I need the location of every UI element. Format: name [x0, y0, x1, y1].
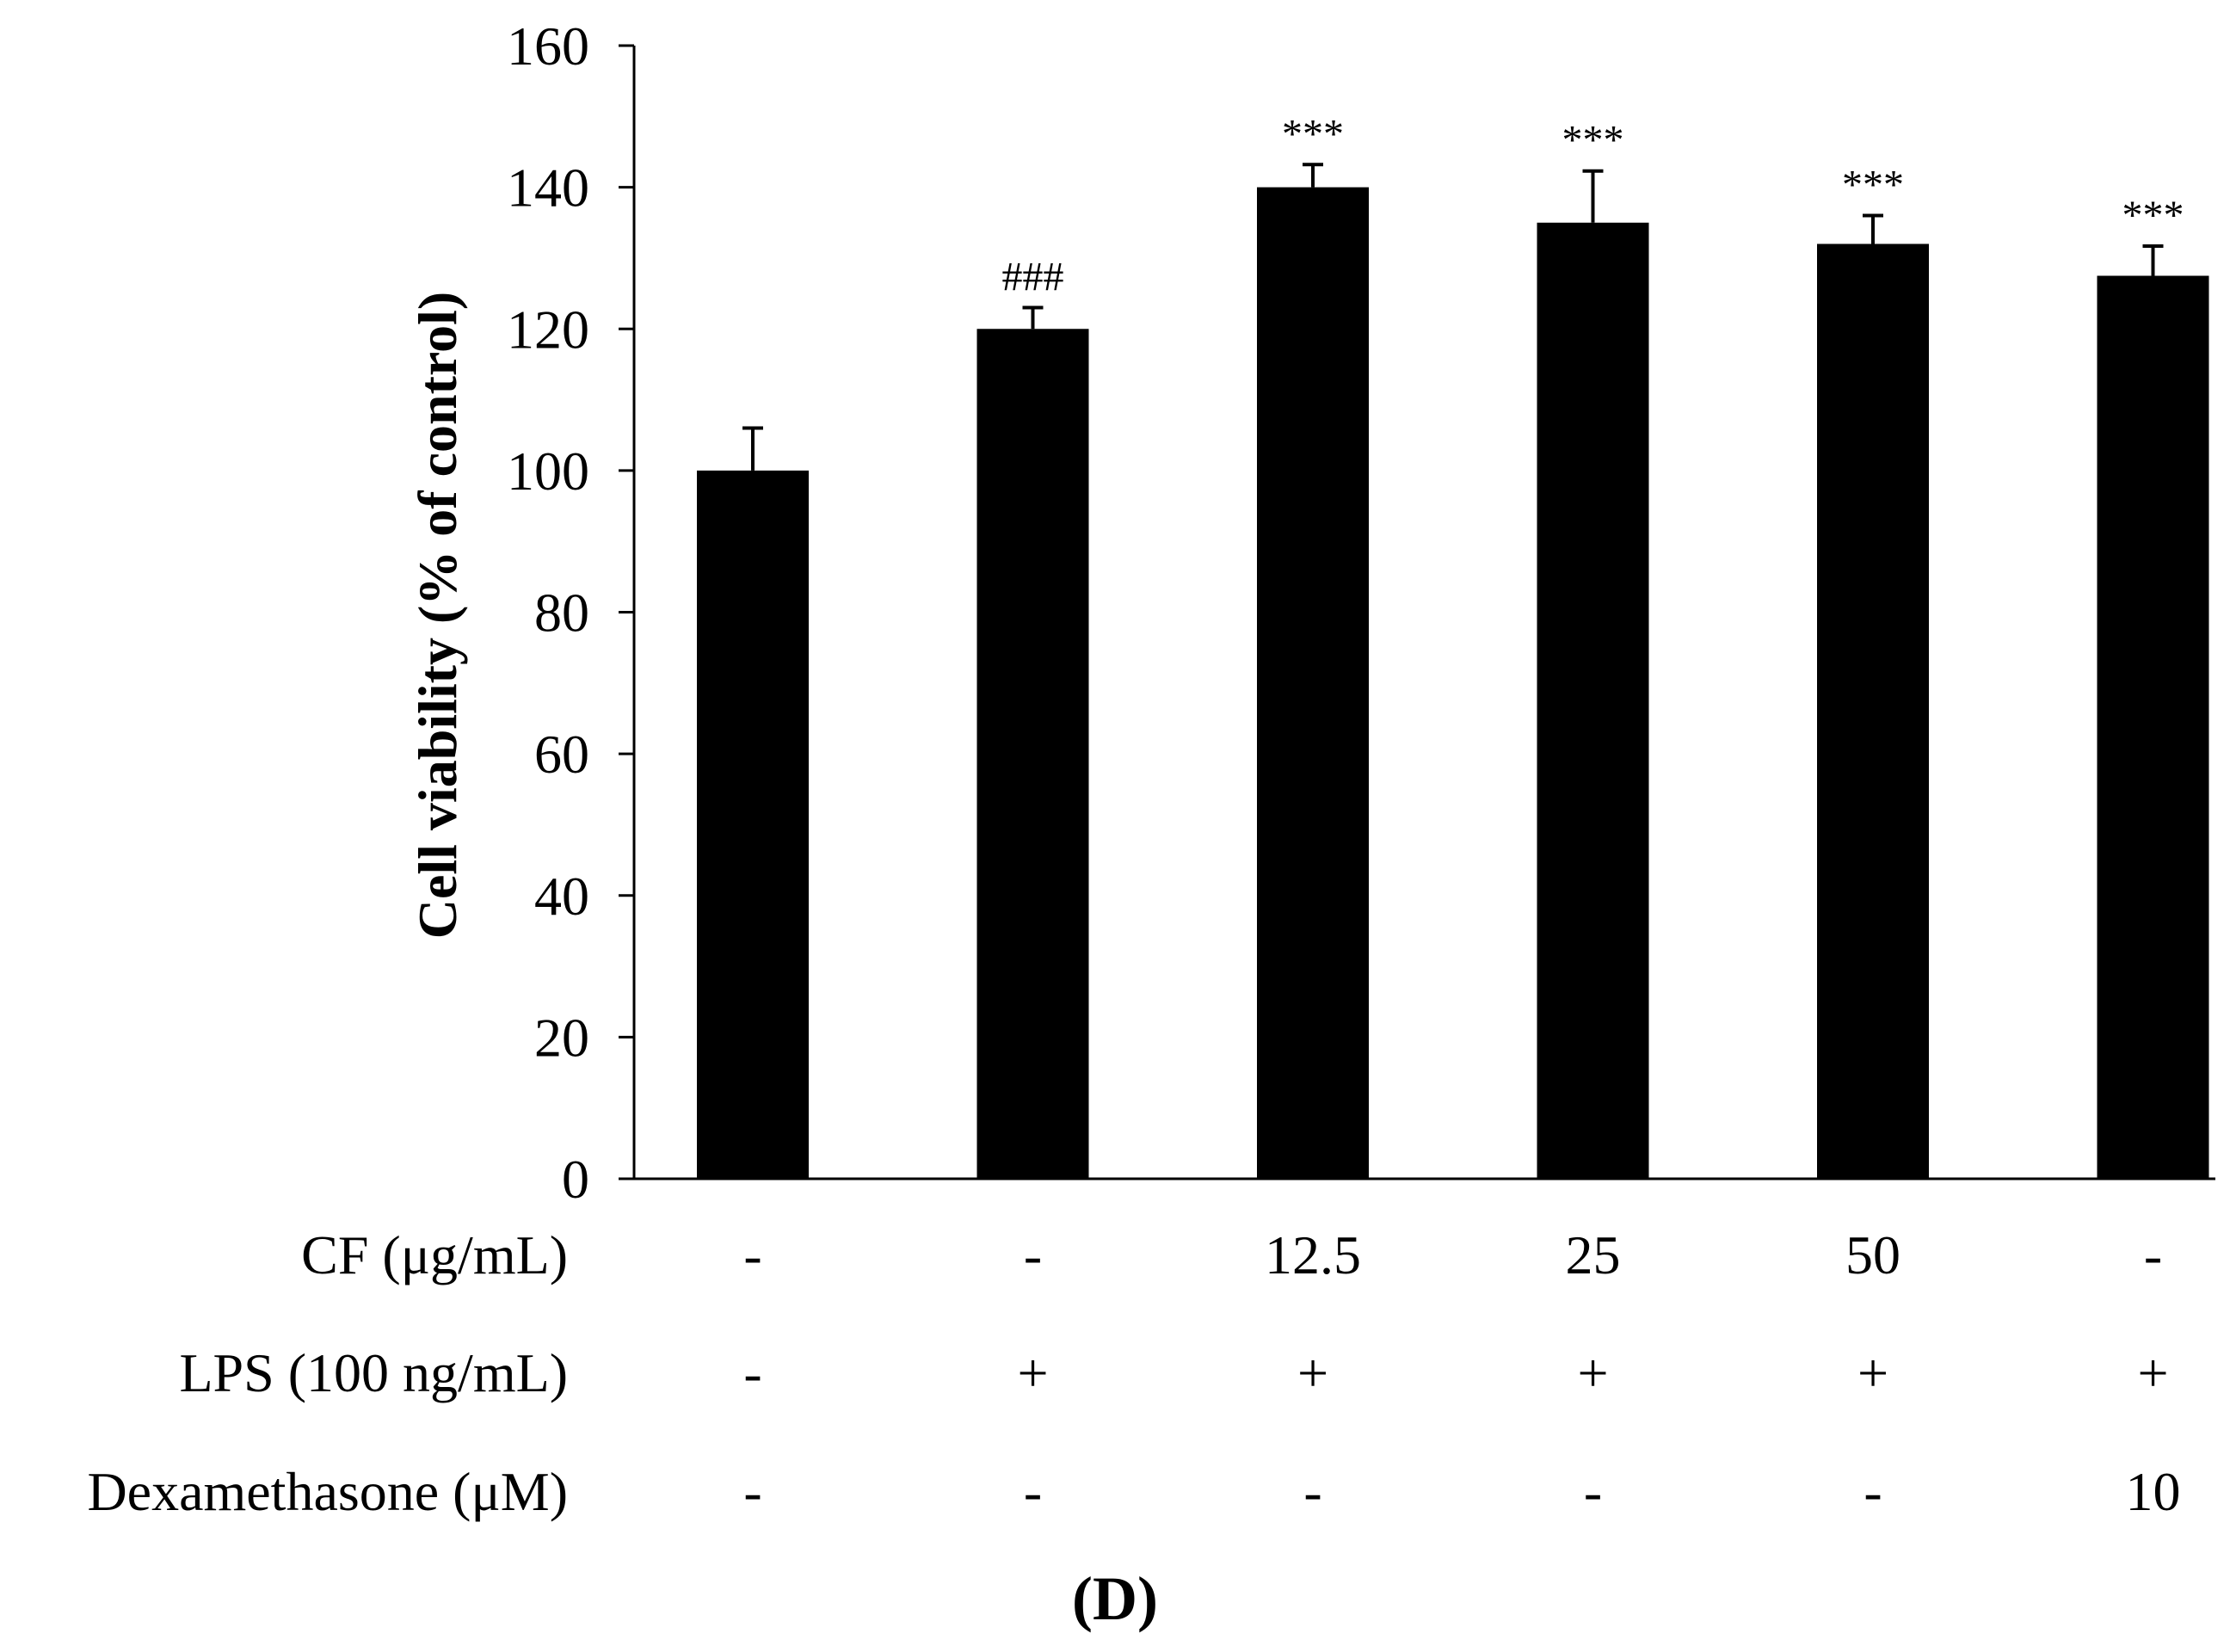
condition-row-label: LPS (100 ng/mL) — [179, 1342, 568, 1403]
significance-label: ### — [1002, 255, 1064, 300]
condition-cell: - — [743, 1224, 761, 1285]
condition-cell: - — [743, 1342, 761, 1403]
y-tick-label: 160 — [507, 15, 589, 77]
y-tick-label: 120 — [507, 299, 589, 360]
error-bar — [2142, 243, 2164, 276]
error-bar — [1582, 169, 1604, 223]
error-bar — [1022, 305, 1044, 330]
error-bar — [1863, 213, 1883, 244]
condition-cell: - — [1024, 1224, 1042, 1285]
y-tick-label: 60 — [534, 724, 589, 785]
bar — [2097, 275, 2209, 1179]
condition-row-label: CF (μg/mL) — [301, 1224, 568, 1285]
bar — [697, 470, 809, 1179]
significance-label: *** — [2122, 193, 2184, 238]
bar — [976, 329, 1089, 1179]
significance-annotations: ### *** *** *** *** — [1002, 111, 2184, 299]
error-bar — [742, 426, 763, 471]
condition-cell: - — [1024, 1461, 1042, 1522]
error-bar — [1303, 163, 1323, 188]
bar — [1817, 243, 1929, 1180]
significance-label: *** — [1282, 111, 1344, 157]
condition-cell: + — [1857, 1342, 1888, 1403]
condition-cell: 12.5 — [1265, 1224, 1361, 1285]
y-axis: 0 20 40 60 80 100 120 140 160 — [507, 15, 636, 1210]
condition-cell: + — [1577, 1342, 1608, 1403]
condition-cell: - — [1863, 1461, 1882, 1522]
y-tick-label: 0 — [562, 1149, 589, 1210]
condition-cell: + — [1297, 1342, 1328, 1403]
condition-row-label: Dexamethasone (μM) — [87, 1461, 568, 1522]
error-bars — [742, 163, 2164, 471]
y-tick-label: 80 — [534, 583, 589, 644]
significance-label: *** — [1562, 118, 1624, 163]
condition-cell: - — [1584, 1461, 1602, 1522]
panel-label: (D) — [1072, 1564, 1158, 1633]
condition-table: CF (μg/mL) - - 12.5 25 50 - LPS (100 ng/mL) - + + +… — [87, 1224, 2180, 1522]
condition-cell: + — [2137, 1342, 2168, 1403]
y-tick-label: 140 — [507, 157, 589, 219]
bar — [1537, 222, 1649, 1179]
y-tick-label: 20 — [534, 1007, 589, 1068]
condition-cell: + — [1017, 1342, 1048, 1403]
y-tick-label: 100 — [507, 441, 589, 502]
y-axis-label: Cell viability (% of control) — [407, 292, 468, 940]
condition-cell: - — [743, 1461, 761, 1522]
condition-cell: - — [1303, 1461, 1321, 1522]
condition-cell: - — [2144, 1224, 2162, 1285]
condition-cell: 10 — [2126, 1461, 2181, 1522]
bar — [1257, 187, 1369, 1179]
significance-label: *** — [1842, 163, 1904, 208]
bar-series — [697, 187, 2209, 1180]
y-tick-label: 40 — [534, 866, 589, 927]
condition-cell: 50 — [1845, 1224, 1900, 1285]
condition-cell: 25 — [1566, 1224, 1621, 1285]
